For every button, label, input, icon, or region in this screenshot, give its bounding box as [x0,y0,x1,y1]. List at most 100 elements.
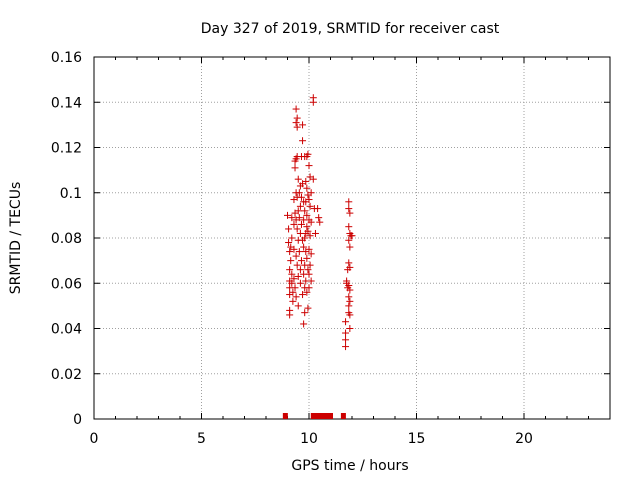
data-point [293,261,301,269]
data-point [342,329,350,337]
data-point [303,223,311,231]
data-point [293,123,301,131]
data-point [304,266,312,274]
data-point [307,189,315,197]
data-point [286,248,294,256]
data-point [314,205,322,213]
data-point [296,279,304,287]
data-point [345,293,353,301]
chart-title: Day 327 of 2019, SRMTID for receiver cas… [201,21,500,37]
y-tick-label: 0 [73,412,82,428]
data-point [292,119,300,127]
data-point [342,336,350,344]
data-point [307,277,315,285]
data-point [303,254,311,262]
data-point [293,225,301,233]
zero-marker [282,413,288,419]
data-point [306,202,314,210]
data-point [301,207,309,215]
data-points [282,94,356,419]
y-tick-label: 0.14 [51,95,82,111]
y-tick-label: 0.12 [51,141,82,157]
y-tick-label: 0.1 [60,186,82,202]
data-point [292,293,300,301]
data-point [296,202,304,210]
x-tick-label: 5 [197,431,206,447]
data-point [307,218,315,226]
data-point [305,245,313,253]
data-point [297,193,305,201]
x-axis-label: GPS time / hours [291,458,408,474]
data-point [294,302,302,310]
data-point [311,229,319,237]
data-point [304,227,312,235]
y-tick-label: 0.06 [51,276,82,292]
data-point [289,297,297,305]
data-point [291,164,299,172]
y-tick-label: 0.08 [51,231,82,247]
data-point [304,304,312,312]
data-point [297,220,305,228]
data-point [300,320,308,328]
data-point [288,214,296,222]
y-axis-label: SRMTID / TECUs [8,182,24,295]
data-point [291,284,299,292]
data-point [346,243,354,251]
data-point [284,211,291,219]
data-point [345,302,353,310]
data-point [286,266,294,274]
data-point [301,234,309,242]
data-point [342,318,350,326]
data-point [300,243,308,251]
zero-marker [328,413,333,419]
x-tick-label: 10 [300,431,318,447]
y-tick-label: 0.16 [51,50,82,66]
data-point [293,114,301,122]
data-point [296,266,304,274]
data-point [342,343,350,351]
data-point [303,288,311,296]
data-point [290,275,298,283]
data-point [285,225,293,233]
data-point [316,218,324,226]
data-point [306,232,314,240]
data-point [295,189,303,197]
data-point [346,311,354,319]
data-point [345,236,353,244]
x-tick-label: 20 [515,431,533,447]
data-point [305,284,313,292]
data-point [305,270,313,278]
data-point [302,177,310,185]
data-point [345,223,353,231]
data-point [346,297,354,305]
data-point [290,220,298,228]
axis-ticks [93,56,610,420]
data-point [290,245,298,253]
data-point [286,311,294,319]
data-point [295,214,303,222]
data-point [292,252,300,260]
data-point [289,288,297,296]
x-tick-label: 0 [90,431,99,447]
data-point [346,263,354,271]
data-point [345,198,353,206]
data-point [299,291,307,299]
data-point [299,121,307,129]
data-point [297,257,305,265]
data-point [307,250,315,258]
data-point [287,257,295,265]
data-point [295,248,303,256]
data-point [315,214,323,222]
data-point [303,184,311,192]
data-point [303,211,311,219]
data-point [309,98,317,106]
y-tick-label: 0.02 [51,367,82,383]
data-point [294,175,302,183]
data-point [288,279,296,287]
data-point [309,175,317,183]
zero-marker [340,413,346,419]
tick-labels: 0 5 10 15 20 0 0.02 0.04 0.06 0.08 0.1 0.12 0.14 0.16 [51,50,533,447]
data-point [304,150,312,158]
data-point [345,259,353,267]
